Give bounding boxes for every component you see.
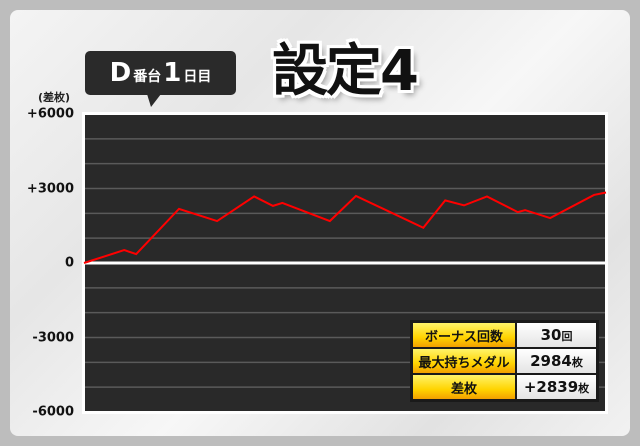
stats-label: 差枚 — [413, 375, 515, 399]
day-number: 1 — [163, 58, 182, 88]
stats-row-bonus: ボーナス回数 30回 — [413, 323, 596, 347]
y-tick-label: -3000 — [32, 330, 74, 345]
machine-day-tag: D 番台 1 日目 — [85, 51, 236, 107]
stats-table: ボーナス回数 30回 最大持ちメダル 2984枚 差枚 +2839枚 — [410, 320, 599, 402]
stats-value: +2839枚 — [517, 375, 596, 399]
y-tick-label: +3000 — [26, 181, 74, 196]
y-tick-label: 0 — [64, 255, 74, 271]
machine-label: D — [109, 58, 132, 88]
stats-label: 最大持ちメダル — [413, 349, 515, 373]
day-suffix: 日目 — [183, 69, 212, 85]
machine-suffix: 番台 — [133, 69, 162, 85]
page-title: 設定4 — [272, 39, 419, 104]
series-line — [83, 191, 607, 264]
stats-row-diff: 差枚 +2839枚 — [413, 375, 596, 399]
y-tick-label: +6000 — [26, 106, 74, 122]
y-tick-label: -6000 — [32, 404, 74, 420]
stats-label: ボーナス回数 — [413, 323, 515, 347]
y-axis-label: (差枚) — [38, 91, 71, 104]
stats-value: 2984枚 — [517, 349, 596, 373]
stats-row-max-medals: 最大持ちメダル 2984枚 — [413, 349, 596, 373]
stats-value: 30回 — [517, 323, 596, 347]
